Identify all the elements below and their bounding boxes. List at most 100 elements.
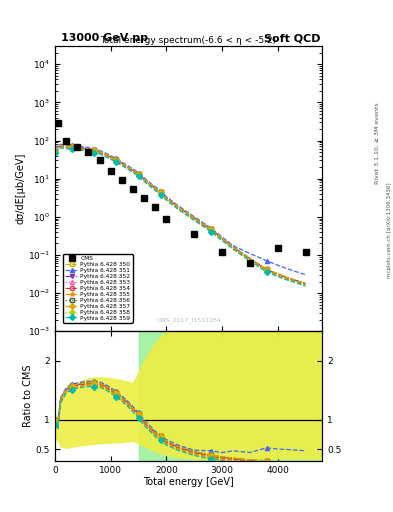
Pythia 6.428 359 [125, 166, 130, 172]
Pythia 6.428 358 [81, 147, 85, 153]
Pythia 6.428 351 [58, 141, 63, 147]
Pythia 6.428 355 [264, 268, 269, 274]
Pythia 6.428 355 [92, 148, 96, 155]
Pythia 6.428 352 [175, 203, 180, 209]
Title: Total energy spectrum(-6.6 < η < -5.2): Total energy spectrum(-6.6 < η < -5.2) [101, 36, 277, 45]
Pythia 6.428 356 [158, 189, 163, 195]
Pythia 6.428 353 [158, 189, 163, 196]
Pythia 6.428 350 [81, 144, 85, 151]
Pythia 6.428 357 [86, 145, 91, 152]
Pythia 6.428 356 [103, 151, 108, 157]
Pythia 6.428 350 [192, 215, 196, 221]
Pythia 6.428 352 [69, 144, 74, 150]
Pythia 6.428 356 [303, 281, 308, 287]
Pythia 6.428 357 [192, 215, 196, 221]
Pythia 6.428 359 [97, 151, 102, 157]
Pythia 6.428 354 [220, 236, 224, 242]
Pythia 6.428 353 [55, 144, 60, 151]
Pythia 6.428 350 [209, 226, 213, 232]
Y-axis label: dσ/dE[μb/GeV]: dσ/dE[μb/GeV] [15, 153, 25, 224]
Pythia 6.428 358 [58, 144, 63, 151]
Pythia 6.428 355 [275, 272, 280, 279]
Pythia 6.428 357 [175, 203, 180, 209]
Line: Pythia 6.428 352: Pythia 6.428 352 [53, 143, 308, 286]
Pythia 6.428 358 [136, 173, 141, 179]
Pythia 6.428 354 [103, 152, 108, 158]
Pythia 6.428 357 [209, 226, 213, 232]
Pythia 6.428 358 [53, 150, 57, 156]
Pythia 6.428 350 [275, 271, 280, 277]
Pythia 6.428 358 [142, 178, 147, 184]
Pythia 6.428 352 [142, 176, 147, 182]
Pythia 6.428 351 [75, 143, 80, 149]
Pythia 6.428 357 [164, 195, 169, 201]
Pythia 6.428 356 [175, 203, 180, 209]
Pythia 6.428 353 [119, 161, 124, 167]
CMS [142, 195, 147, 201]
Pythia 6.428 352 [114, 157, 119, 163]
Pythia 6.428 358 [97, 151, 102, 157]
Pythia 6.428 353 [86, 146, 91, 152]
Pythia 6.428 359 [69, 146, 74, 152]
Pythia 6.428 356 [114, 157, 119, 163]
Pythia 6.428 353 [164, 195, 169, 201]
Pythia 6.428 352 [231, 244, 235, 250]
Pythia 6.428 353 [53, 148, 57, 154]
Pythia 6.428 354 [53, 148, 57, 155]
Pythia 6.428 356 [125, 163, 130, 169]
Pythia 6.428 355 [220, 237, 224, 243]
CMS [86, 149, 91, 155]
Pythia 6.428 352 [64, 143, 68, 150]
Pythia 6.428 351 [209, 225, 213, 231]
Pythia 6.428 351 [192, 214, 196, 220]
Pythia 6.428 352 [58, 143, 63, 149]
Pythia 6.428 353 [192, 216, 196, 222]
Pythia 6.428 353 [275, 271, 280, 278]
Pythia 6.428 352 [55, 144, 60, 150]
Pythia 6.428 358 [119, 162, 124, 168]
Pythia 6.428 357 [303, 281, 308, 287]
Pythia 6.428 350 [125, 163, 130, 169]
Pythia 6.428 354 [130, 168, 135, 174]
Pythia 6.428 355 [130, 168, 135, 175]
Pythia 6.428 352 [303, 281, 308, 287]
Pythia 6.428 350 [153, 185, 158, 191]
Pythia 6.428 357 [75, 144, 80, 150]
Pythia 6.428 354 [97, 150, 102, 156]
Pythia 6.428 354 [147, 181, 152, 187]
Pythia 6.428 354 [175, 204, 180, 210]
Pythia 6.428 355 [209, 228, 213, 234]
Pythia 6.428 359 [108, 156, 113, 162]
Pythia 6.428 357 [92, 147, 96, 153]
Pythia 6.428 357 [136, 171, 141, 177]
Pythia 6.428 350 [92, 147, 96, 153]
Pythia 6.428 359 [248, 258, 252, 264]
Pythia 6.428 357 [114, 157, 119, 163]
Pythia 6.428 354 [86, 146, 91, 153]
Pythia 6.428 350 [130, 167, 135, 173]
Pythia 6.428 351 [125, 162, 130, 168]
Pythia 6.428 352 [119, 160, 124, 166]
Pythia 6.428 351 [158, 188, 163, 194]
Pythia 6.428 353 [147, 181, 152, 187]
Pythia 6.428 352 [147, 181, 152, 187]
Pythia 6.428 353 [114, 157, 119, 163]
Line: CMS: CMS [54, 120, 309, 267]
Pythia 6.428 352 [92, 147, 96, 153]
CMS [64, 138, 68, 144]
Pythia 6.428 356 [108, 154, 113, 160]
Pythia 6.428 359 [86, 148, 91, 154]
Pythia 6.428 356 [97, 148, 102, 155]
Pythia 6.428 353 [153, 185, 158, 191]
Pythia 6.428 358 [303, 283, 308, 289]
Pythia 6.428 356 [264, 266, 269, 272]
Pythia 6.428 358 [209, 228, 213, 234]
Pythia 6.428 355 [286, 276, 291, 283]
Pythia 6.428 359 [158, 191, 163, 198]
Pythia 6.428 350 [175, 203, 180, 209]
Pythia 6.428 357 [64, 143, 68, 149]
Pythia 6.428 351 [303, 272, 308, 278]
Pythia 6.428 354 [119, 161, 124, 167]
Pythia 6.428 359 [53, 150, 57, 156]
Pythia 6.428 351 [231, 243, 235, 249]
